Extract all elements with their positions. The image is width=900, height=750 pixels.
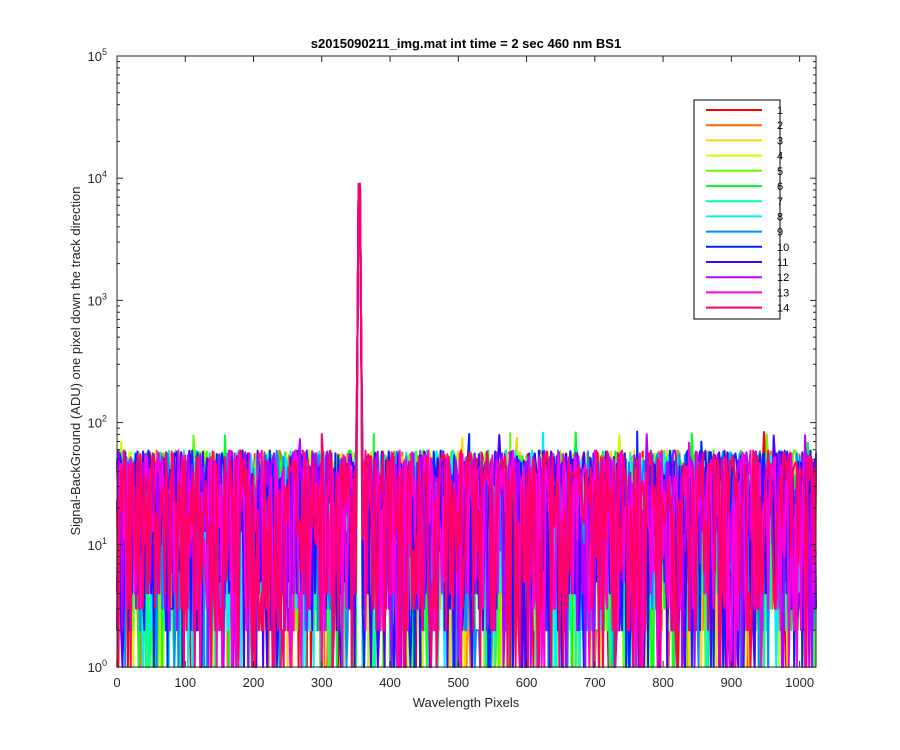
chart-title: s2015090211_img.mat int time = 2 sec 460… xyxy=(311,36,621,51)
y-tick-base: 10 xyxy=(88,171,102,186)
x-tick-label: 900 xyxy=(721,675,743,690)
y-tick-label: 100 xyxy=(88,658,107,675)
legend-label: 2 xyxy=(777,120,783,132)
legend-label: 8 xyxy=(777,211,783,223)
x-tick-label: 600 xyxy=(516,675,538,690)
legend-label: 1 xyxy=(777,105,783,117)
y-axis-label: Signal-BackGround (ADU) one pixel down t… xyxy=(68,186,83,535)
series-line xyxy=(116,182,817,668)
y-tick-exponent: 3 xyxy=(102,291,107,301)
legend-label: 11 xyxy=(777,257,788,269)
legend-label: 9 xyxy=(777,227,783,239)
x-axis-label: Wavelength Pixels xyxy=(413,695,520,710)
x-ticks: 0 100 200 300 400 500 600 700 800 900 1000 xyxy=(113,56,814,690)
series-line xyxy=(116,183,817,668)
x-tick-label: 200 xyxy=(243,675,265,690)
legend-label: 13 xyxy=(777,287,789,299)
y-tick-base: 10 xyxy=(88,660,102,675)
x-tick-label: 0 xyxy=(113,675,120,690)
legend-label: 4 xyxy=(777,151,783,163)
series-group xyxy=(116,182,817,668)
legend-label: 3 xyxy=(777,135,783,147)
legend-label: 6 xyxy=(777,181,783,193)
legend-label: 10 xyxy=(777,242,789,254)
x-tick-label: 700 xyxy=(584,675,606,690)
y-tick-label: 105 xyxy=(88,47,107,64)
y-tick-label: 104 xyxy=(88,169,107,186)
y-tick-label: 102 xyxy=(88,414,107,431)
legend-label: 14 xyxy=(777,303,789,315)
y-tick-base: 10 xyxy=(88,49,102,64)
x-tick-label: 400 xyxy=(379,675,401,690)
plot-frame xyxy=(116,55,817,668)
x-tick-label: 100 xyxy=(174,675,196,690)
y-tick-exponent: 0 xyxy=(102,658,107,668)
legend-box xyxy=(693,99,781,320)
x-tick-label: 500 xyxy=(447,675,469,690)
y-tick-base: 10 xyxy=(88,538,102,553)
y-tick-base: 10 xyxy=(88,416,102,431)
y-tick-base: 10 xyxy=(88,293,102,308)
x-tick-label: 300 xyxy=(311,675,333,690)
x-tick-label: 1000 xyxy=(785,675,814,690)
y-tick-label: 101 xyxy=(88,536,107,553)
y-tick-exponent: 5 xyxy=(102,47,107,57)
x-tick-label: 800 xyxy=(652,675,674,690)
y-tick-label: 103 xyxy=(88,291,107,308)
legend-label: 7 xyxy=(777,196,783,208)
y-tick-exponent: 1 xyxy=(102,536,107,546)
legend-label: 5 xyxy=(777,166,783,178)
y-tick-exponent: 2 xyxy=(102,414,107,424)
y-tick-exponent: 4 xyxy=(102,169,107,179)
legend-label: 12 xyxy=(777,272,789,284)
